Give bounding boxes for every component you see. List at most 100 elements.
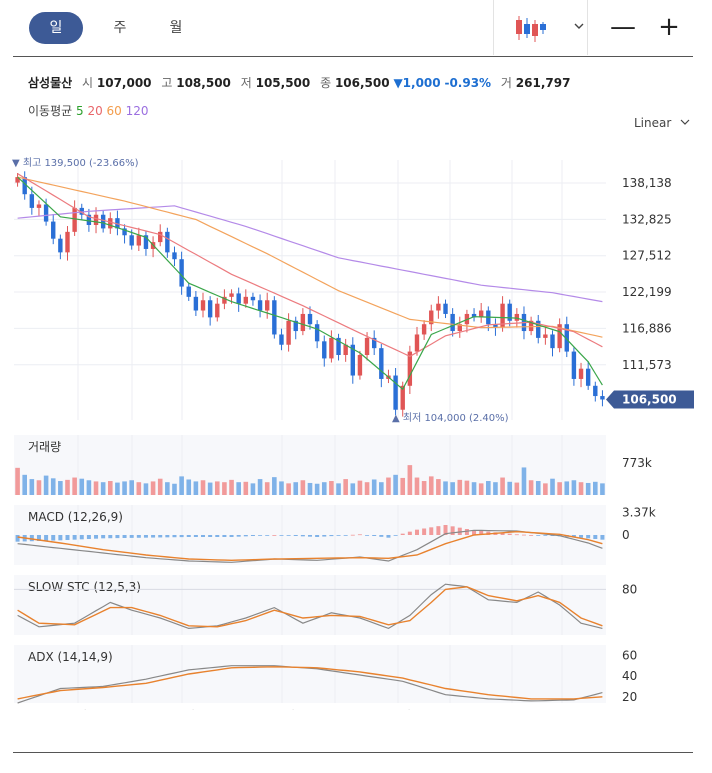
candle-body	[514, 313, 520, 321]
candle-body	[222, 296, 227, 304]
min-price-annotation: ▲ 최저 104,000 (2.40%)	[392, 412, 509, 424]
volume-bar	[43, 475, 49, 495]
volume-tick-label: 773k	[622, 456, 652, 470]
candle-body	[229, 293, 234, 297]
candle-body	[536, 320, 541, 338]
volume-bar	[107, 481, 113, 495]
macd-histogram-bar	[543, 535, 548, 536]
macd-histogram-bar	[29, 535, 34, 542]
x-axis-label: 14	[442, 709, 457, 710]
stc-k-line	[17, 583, 603, 630]
scale-selector[interactable]: Linear	[634, 116, 691, 130]
macd-histogram-bar	[265, 535, 270, 536]
macd-histogram-bar	[379, 535, 384, 537]
macd-histogram-bar	[186, 535, 191, 537]
volume-bar	[521, 467, 527, 495]
stock-chart[interactable]: 138,138 132,825 127,512 122,199 116,886 111,5…	[0, 150, 712, 710]
chart-type-selector[interactable]	[513, 12, 593, 44]
tab-week[interactable]: 주	[113, 20, 127, 36]
candle-body	[58, 238, 63, 253]
volume-bar	[22, 474, 27, 495]
volume-bar	[29, 479, 35, 495]
macd-histogram-bar	[571, 535, 576, 538]
macd-signal-line	[17, 530, 603, 562]
ma-legend-item-20: 20	[83, 104, 103, 118]
candle-body	[236, 293, 241, 304]
candle-body	[314, 324, 320, 342]
macd-histogram-bar	[65, 535, 70, 540]
candle-body	[279, 334, 284, 345]
volume-bar	[393, 474, 398, 495]
candle-body	[300, 313, 306, 332]
macd-histogram-bar	[94, 535, 99, 539]
volume-bar	[58, 481, 63, 495]
candle-body	[158, 231, 163, 243]
macd-histogram-bar	[365, 535, 370, 536]
volume-bar	[136, 482, 142, 495]
candle-body	[600, 396, 605, 400]
macd-histogram-bar	[236, 535, 241, 537]
ma-legend-item-60: 60	[102, 104, 122, 118]
volume-bar	[336, 483, 341, 495]
stc-d-line	[17, 586, 603, 628]
volume-bar	[93, 481, 99, 495]
candle-body	[550, 334, 555, 349]
price-tick-label: 122,199	[622, 285, 672, 299]
volume-bar	[514, 482, 520, 495]
candle-body	[564, 324, 569, 352]
macd-histogram-bar	[500, 533, 505, 535]
volume-bar	[400, 477, 406, 495]
x-axis-label: 14	[554, 709, 569, 710]
volume-bar	[165, 482, 170, 495]
macd-histogram-bar	[79, 535, 84, 540]
macd-histogram-bar	[593, 535, 598, 539]
candle-body	[265, 300, 270, 311]
candle-body	[136, 235, 142, 246]
candle-body	[129, 235, 134, 246]
candle-body	[336, 337, 341, 355]
volume-bar	[329, 481, 334, 495]
zoom-out-button[interactable]: —	[610, 12, 636, 42]
volume-bar	[36, 480, 42, 495]
x-axis-label: 11월	[269, 709, 295, 710]
volume-bar	[122, 481, 127, 495]
macd-histogram-bar	[179, 535, 184, 538]
macd-histogram-bar	[464, 529, 469, 535]
volume-bar	[500, 477, 505, 495]
stc-panel-title: SLOW STC (12,5,3)	[28, 580, 141, 594]
x-axis-label: 10월	[169, 709, 195, 710]
macd-histogram-bar	[272, 535, 277, 536]
macd-histogram-bar	[407, 531, 412, 535]
volume-bar	[564, 481, 570, 495]
tab-day[interactable]: 일	[29, 12, 83, 44]
macd-histogram-bar	[101, 535, 106, 539]
macd-histogram-bar	[343, 535, 348, 536]
bottom-divider	[13, 752, 693, 753]
panel-bg-price	[14, 160, 606, 420]
macd-histogram-bar	[457, 527, 462, 535]
volume-bar	[350, 483, 356, 495]
candle-body	[478, 310, 484, 318]
volume-bar	[486, 481, 491, 495]
volume-bar	[115, 482, 120, 495]
volume-bar	[364, 482, 370, 495]
candle-body	[507, 303, 512, 321]
high-label: 고	[161, 76, 173, 90]
volume-bar	[478, 483, 484, 495]
candle-body	[72, 207, 77, 232]
candle-body	[543, 334, 548, 338]
macd-histogram-bar	[258, 535, 263, 536]
candle-body	[379, 348, 384, 379]
zoom-in-button[interactable]: +	[658, 12, 680, 42]
adx-signal-line	[17, 666, 603, 700]
macd-tick-label: 3.37k	[622, 506, 656, 520]
candle-body	[443, 303, 448, 314]
macd-histogram-bar	[400, 533, 405, 535]
macd-histogram-bar	[129, 535, 134, 538]
macd-histogram-bar	[86, 535, 91, 539]
tab-month[interactable]: 월	[169, 20, 183, 36]
current-price-tag	[606, 390, 694, 409]
candle-body	[286, 320, 291, 345]
ma120-line	[17, 205, 603, 303]
candle-body	[343, 344, 348, 355]
